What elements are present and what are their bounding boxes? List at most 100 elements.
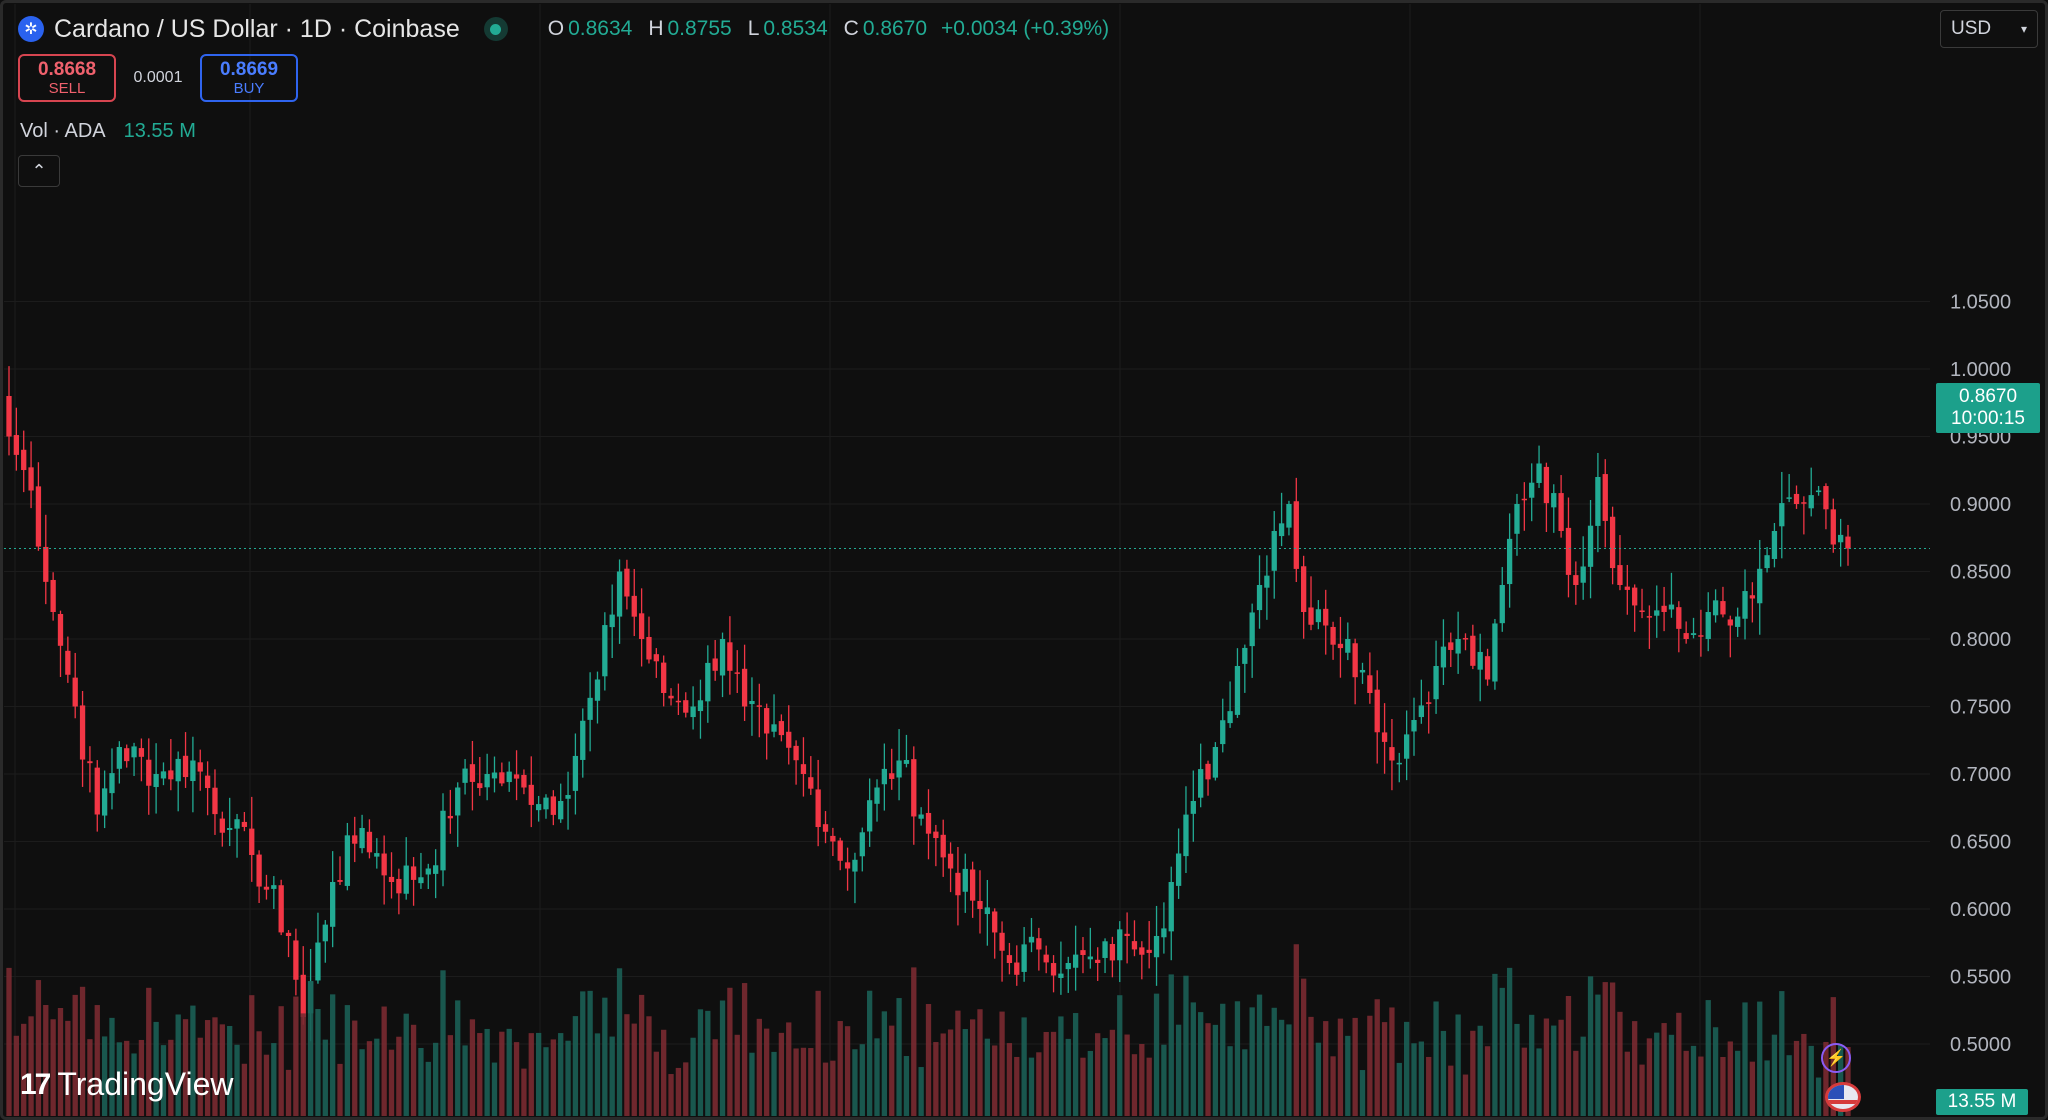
candle-body bbox=[381, 853, 387, 876]
volume-bar bbox=[1301, 978, 1307, 1116]
spread-value: 0.0001 bbox=[133, 69, 183, 86]
candle-body bbox=[697, 700, 704, 712]
candle-body bbox=[1536, 463, 1542, 483]
volume-bar bbox=[808, 1048, 814, 1116]
candle-body bbox=[889, 773, 895, 779]
volume-bar bbox=[969, 1019, 976, 1116]
sell-button[interactable]: 0.8668 SELL bbox=[18, 54, 116, 102]
volume-bar bbox=[1823, 1041, 1829, 1116]
volume-bar bbox=[572, 1016, 579, 1116]
volume-bar bbox=[1712, 1027, 1719, 1116]
buy-button[interactable]: 0.8669 BUY bbox=[200, 54, 298, 102]
volume-bar bbox=[285, 1069, 292, 1116]
volume-bar bbox=[1764, 1060, 1770, 1116]
volume-bar bbox=[528, 1033, 534, 1116]
candle-body bbox=[1212, 747, 1219, 778]
candle-body bbox=[278, 885, 284, 933]
volume-bar bbox=[705, 1010, 711, 1116]
y-tick-label: 1.0500 bbox=[1950, 292, 2011, 314]
candle-body bbox=[749, 700, 755, 705]
candle-body bbox=[234, 819, 240, 829]
volume-bar bbox=[543, 1047, 549, 1116]
volume-bar bbox=[1183, 975, 1189, 1116]
volume-bar bbox=[1286, 1024, 1292, 1116]
bolt-icon[interactable]: ⚡ bbox=[1821, 1043, 1851, 1073]
volume-bar bbox=[484, 1028, 490, 1116]
candle-body bbox=[543, 797, 549, 810]
candle-body bbox=[705, 662, 711, 702]
volume-bar bbox=[1617, 1011, 1623, 1116]
volume-bar bbox=[683, 1062, 689, 1116]
candle-body bbox=[1845, 536, 1851, 549]
candle-body bbox=[572, 755, 579, 791]
volume-bar bbox=[374, 1038, 380, 1116]
volume-bar bbox=[146, 987, 152, 1116]
volume-bar bbox=[594, 1033, 601, 1116]
candle-body bbox=[484, 774, 490, 788]
candle-body bbox=[109, 773, 115, 794]
candle-body bbox=[1293, 501, 1299, 569]
candle-body bbox=[101, 788, 108, 816]
volume-bar bbox=[580, 991, 586, 1116]
currency-selector[interactable]: USD ▾ bbox=[1940, 10, 2038, 48]
volume-bar bbox=[65, 1020, 71, 1116]
volume-bar bbox=[337, 1063, 343, 1116]
volume-bar bbox=[241, 1063, 248, 1116]
volume-bar bbox=[1168, 974, 1174, 1116]
candle-body bbox=[1720, 601, 1726, 615]
candle-body bbox=[1815, 490, 1822, 493]
candle-body bbox=[87, 761, 93, 764]
volume-bar bbox=[381, 1006, 387, 1116]
candle-body bbox=[1646, 616, 1653, 618]
volume-bar bbox=[653, 1051, 659, 1116]
volume-bar bbox=[1595, 994, 1601, 1116]
volume-legend[interactable]: Vol · ADA 13.55 M bbox=[20, 120, 196, 143]
volume-bar bbox=[771, 1051, 777, 1116]
candle-body bbox=[1749, 595, 1756, 599]
y-tick-label: 0.7500 bbox=[1950, 697, 2011, 719]
bar-countdown: 10:00:15 bbox=[1951, 408, 2025, 429]
volume-bar bbox=[138, 1039, 145, 1116]
volume-bar bbox=[1565, 995, 1572, 1116]
candle-body bbox=[624, 568, 630, 597]
candle-body bbox=[992, 911, 998, 933]
candle-body bbox=[661, 662, 667, 693]
volume-bar bbox=[1072, 1013, 1079, 1116]
volume-bar bbox=[1146, 1057, 1152, 1116]
volume-bar bbox=[1470, 1030, 1476, 1116]
volume-bar bbox=[962, 1029, 968, 1116]
candle-body bbox=[1580, 566, 1586, 583]
candle-body bbox=[1418, 705, 1425, 718]
cardano-icon[interactable]: ✲ bbox=[18, 16, 44, 42]
volume-bar bbox=[388, 1049, 395, 1116]
volume-bar bbox=[1175, 1024, 1182, 1116]
candle-body bbox=[1742, 591, 1748, 619]
market-open-icon[interactable] bbox=[483, 17, 508, 41]
symbol-title[interactable]: Cardano / US Dollar · 1D · Coinbase bbox=[54, 14, 460, 43]
candle-body bbox=[1028, 936, 1035, 943]
volume-bar bbox=[1359, 1070, 1366, 1116]
volume-bar bbox=[300, 1013, 306, 1116]
collapse-legend-button[interactable]: ⌃ bbox=[18, 155, 60, 187]
volume-bar bbox=[558, 1033, 564, 1116]
volume-bar bbox=[1396, 1062, 1402, 1116]
volume-bar bbox=[631, 1023, 637, 1116]
candle-body bbox=[418, 877, 424, 884]
volume-bar bbox=[925, 1004, 932, 1116]
volume-bar bbox=[1050, 1031, 1057, 1116]
tradingview-logo[interactable]: 17 TradingView bbox=[20, 1066, 233, 1103]
volume-bar bbox=[182, 1019, 189, 1116]
volume-bar bbox=[734, 1034, 740, 1116]
candle-body bbox=[1006, 955, 1013, 963]
candle-body bbox=[1102, 941, 1108, 958]
us-flag-icon[interactable] bbox=[1825, 1082, 1861, 1112]
candle-body bbox=[440, 810, 446, 871]
candle-body bbox=[1131, 941, 1138, 950]
volume-bar bbox=[57, 1007, 64, 1116]
volume-bar bbox=[469, 1019, 476, 1116]
candle-body bbox=[1551, 493, 1557, 508]
volume-bar bbox=[1632, 1021, 1638, 1116]
candle-body bbox=[668, 695, 674, 699]
